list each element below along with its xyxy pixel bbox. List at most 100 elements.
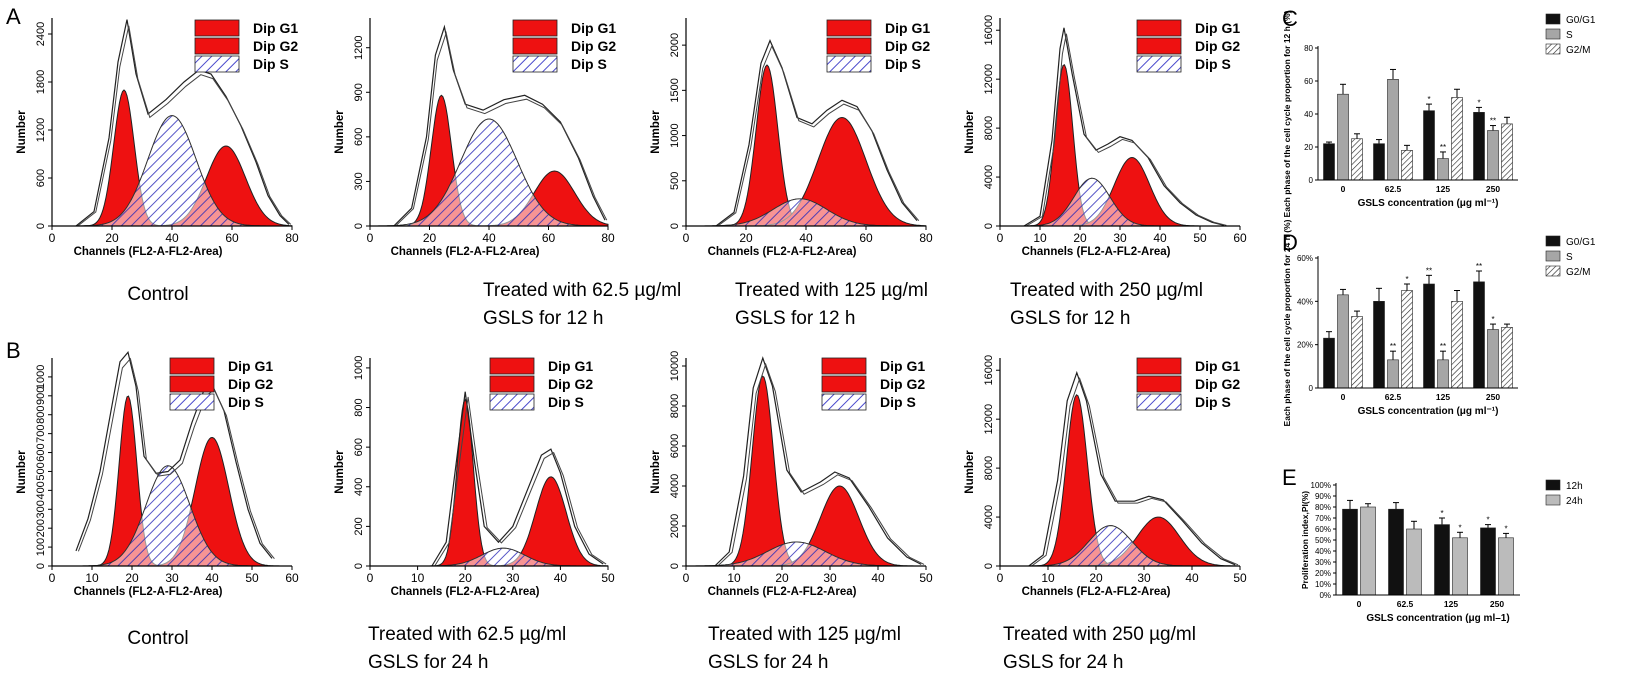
significance-mark: * bbox=[1405, 275, 1408, 284]
y-axis-title: Each phase of the cell cycle proportion … bbox=[1282, 219, 1292, 426]
y-tick-label: 0% bbox=[1319, 591, 1331, 600]
caption-line: GSLS for 24 h bbox=[1003, 652, 1123, 673]
legend-swatch-s bbox=[194, 55, 240, 73]
legend-swatch-g2 bbox=[489, 375, 535, 393]
y-tick-label: 60% bbox=[1297, 254, 1313, 263]
bar-chart-e: 0% 10% 20% 30% 40% 50% 60% 70% 80% 90% 100% 0 62.5 * *… bbox=[1300, 479, 1583, 624]
y-axis-title: Number bbox=[964, 450, 976, 494]
significance-mark: ** bbox=[1426, 266, 1432, 275]
model-fit-line bbox=[77, 25, 292, 227]
histogram-a3: 0 20 40 60 80 0 500 1000 1500 2000 Channels (FL2-A… bbox=[650, 18, 933, 329]
y-tick-label: 300 bbox=[35, 500, 47, 518]
y-axis-title: Number bbox=[650, 110, 662, 154]
x-axis-title: Channels (FL2-A-FL2-Area) bbox=[1022, 586, 1171, 598]
y-axis-title: Number bbox=[16, 110, 28, 154]
y-tick-label: 600 bbox=[353, 128, 365, 146]
legend-swatch bbox=[1545, 43, 1561, 55]
legend-swatch-s bbox=[512, 55, 558, 73]
x-tick-label: 10 bbox=[727, 571, 741, 585]
x-tick-label: 20 bbox=[105, 231, 119, 245]
legend-label-g2: Dip G2 bbox=[548, 376, 593, 392]
total-envelope bbox=[714, 356, 922, 567]
x-tick-label: 62.5 bbox=[1397, 599, 1414, 609]
total-envelope bbox=[715, 39, 918, 227]
bar bbox=[1498, 537, 1514, 596]
significance-mark: * bbox=[1504, 524, 1507, 533]
caption-line: GSLS for 12 h bbox=[1010, 308, 1130, 329]
x-tick-label: 62.5 bbox=[1385, 392, 1402, 402]
s-phase-area bbox=[370, 118, 608, 227]
x-tick-label: 30 bbox=[165, 571, 179, 585]
caption-line: Treated with 250 µg/ml bbox=[1010, 280, 1203, 301]
legend-swatch-g1 bbox=[512, 19, 558, 37]
model-fit-line bbox=[717, 362, 925, 567]
legend-label: G0/G1 bbox=[1566, 237, 1596, 248]
caption-line: Treated with 62.5 µg/ml bbox=[483, 280, 681, 301]
bar bbox=[1473, 112, 1485, 181]
x-tick-label: 250 bbox=[1490, 599, 1504, 609]
x-tick-label: 20 bbox=[739, 231, 753, 245]
y-tick-label: 4000 bbox=[983, 505, 995, 529]
x-tick-label: 20 bbox=[125, 571, 139, 585]
x-axis-title: Channels (FL2-A-FL2-Area) bbox=[391, 586, 540, 598]
legend-label-s: Dip S bbox=[880, 394, 916, 410]
y-tick-label: 4000 bbox=[983, 165, 995, 189]
y-tick-label: 500 bbox=[669, 172, 681, 190]
histogram-a4: 0 10 20 30 40 50 60 0 4000 8000 12000 16000 Channels… bbox=[964, 15, 1247, 329]
legend-label: S bbox=[1566, 30, 1573, 41]
histogram-b4: 0 10 20 30 40 50 0 4000 8000 12000 16000 Channels (… bbox=[964, 355, 1247, 673]
legend-label: G2/M bbox=[1566, 267, 1590, 278]
total-envelope bbox=[1023, 27, 1225, 227]
y-tick-label: 0 bbox=[35, 223, 47, 229]
y-tick-label: 400 bbox=[353, 478, 365, 496]
x-tick-label: 50 bbox=[245, 571, 259, 585]
x-tick-label: 50 bbox=[1233, 571, 1247, 585]
caption-line: Control bbox=[127, 284, 188, 305]
legend-label-g2: Dip G2 bbox=[880, 376, 925, 392]
histogram-a2: 0 20 40 60 80 0 300 600 900 1200 Channels (FL2-A-F… bbox=[334, 18, 681, 329]
x-axis-title: GSLS concentration (μg ml–1) bbox=[1366, 613, 1509, 624]
y-tick-label: 20% bbox=[1297, 341, 1313, 350]
legend-label: G0/G1 bbox=[1566, 15, 1596, 26]
x-axis-title: Channels (FL2-A-FL2-Area) bbox=[74, 586, 223, 598]
x-tick-label: 80 bbox=[601, 231, 615, 245]
caption-line: Treated with 125 µg/ml bbox=[735, 280, 928, 301]
legend-swatch-g1 bbox=[826, 19, 872, 37]
bar bbox=[1337, 294, 1349, 389]
model-fit-line bbox=[77, 357, 275, 560]
y-tick-label: 60% bbox=[1315, 525, 1331, 534]
legend-label-s: Dip S bbox=[571, 56, 607, 72]
x-tick-label: 20 bbox=[1089, 571, 1103, 585]
y-tick-label: 900 bbox=[353, 83, 365, 101]
x-tick-label: 60 bbox=[542, 231, 556, 245]
bar bbox=[1342, 508, 1358, 596]
y-tick-label: 40% bbox=[1297, 297, 1313, 306]
legend-swatch-s bbox=[489, 393, 535, 411]
y-tick-label: 80 bbox=[1304, 44, 1313, 53]
y-axis-title: Each phase of the cell cycle proportion … bbox=[1282, 10, 1292, 217]
y-tick-label: 0 bbox=[983, 563, 995, 569]
x-tick-label: 60 bbox=[1233, 231, 1247, 245]
y-tick-label: 2400 bbox=[35, 22, 47, 46]
panel-letter-d: D bbox=[1282, 230, 1298, 255]
legend-label-s: Dip S bbox=[548, 394, 584, 410]
x-tick-label: 0 bbox=[49, 231, 56, 245]
significance-mark: * bbox=[1440, 509, 1443, 518]
y-tick-label: 100 bbox=[35, 538, 47, 556]
y-tick-label: 10000 bbox=[669, 351, 681, 382]
bar bbox=[1401, 290, 1413, 389]
x-tick-label: 10 bbox=[411, 571, 425, 585]
legend-label-g2: Dip G2 bbox=[1195, 376, 1240, 392]
legend-swatch-g2 bbox=[512, 37, 558, 55]
y-tick-label: 600 bbox=[35, 169, 47, 187]
x-tick-label: 60 bbox=[225, 231, 239, 245]
y-tick-label: 30% bbox=[1315, 558, 1331, 567]
x-axis-title: Channels (FL2-A-FL2-Area) bbox=[391, 246, 540, 258]
x-tick-label: 0 bbox=[367, 231, 374, 245]
x-tick-label: 60 bbox=[859, 231, 873, 245]
x-tick-label: 0 bbox=[49, 571, 56, 585]
x-tick-label: 40 bbox=[165, 231, 179, 245]
y-tick-label: 6000 bbox=[669, 434, 681, 458]
